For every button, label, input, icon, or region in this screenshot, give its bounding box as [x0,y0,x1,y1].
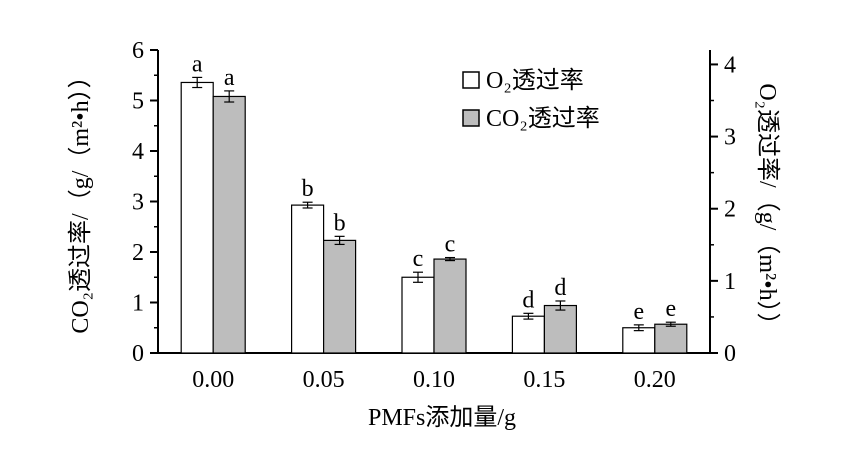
bar [433,258,467,354]
y-axis-right-label: O₂透过率/（g/（m²•h）） [754,83,781,336]
significance-letter: c [413,246,424,272]
legend-swatch-co2 [462,109,480,127]
x-tick-label: 0.10 [413,367,455,393]
x-tick-label: 0.20 [634,367,676,393]
bar [622,327,656,354]
y-right-tick-label: 1 [724,269,736,295]
significance-letter: b [334,210,346,236]
x-axis-label: PMFs添加量/g [368,404,516,431]
y-left-tick-label: 1 [132,291,144,317]
y-right-tick-label: 3 [724,125,736,151]
y-right-tick-label: 2 [724,197,736,223]
y-left-tick-label: 5 [132,89,144,115]
bar [180,81,214,354]
y-left-tick-label: 4 [132,139,144,165]
bar [212,95,246,354]
significance-letter: a [224,65,235,91]
x-tick-label: 0.15 [523,367,565,393]
y-left-tick-label: 3 [132,190,144,216]
x-tick-label: 0.00 [192,367,234,393]
y-left-tick-label: 6 [132,38,144,64]
significance-letter: d [554,275,566,301]
bar [654,323,688,354]
bar [401,276,435,354]
significance-letter: c [445,232,456,258]
legend-swatch-o2 [462,71,480,89]
significance-letter: e [633,299,644,325]
legend-label-o2: O₂透过率 [486,67,584,94]
significance-letter: b [302,176,314,202]
bar [543,304,578,354]
significance-letter: a [192,51,203,77]
y-axis-left-label: CO₂透过率/（g/（m²•h）） [67,64,94,333]
bar [511,315,546,354]
legend: O₂透过率 CO₂透过率 [462,67,600,132]
x-tick-labels: 0.00 0.05 0.10 0.15 0.20 [192,367,676,393]
x-tick-label: 0.05 [303,367,345,393]
bar [291,204,325,354]
significance-letter: e [665,296,676,322]
y-right-tick-label: 0 [724,341,736,367]
y-left-tick-label: 0 [132,341,144,367]
legend-label-co2: CO₂透过率 [486,105,600,132]
y-right-tick-label: 4 [724,52,736,78]
significance-letter: d [522,287,534,313]
bar [323,239,357,354]
y-left-tick-label: 2 [132,240,144,266]
y-right-tick-labels: 0 1 2 3 4 [710,52,736,367]
bars-layer: aa bb cc d d e e [180,51,688,354]
y-left-tick-labels: 0 1 2 3 4 5 6 [132,38,158,367]
